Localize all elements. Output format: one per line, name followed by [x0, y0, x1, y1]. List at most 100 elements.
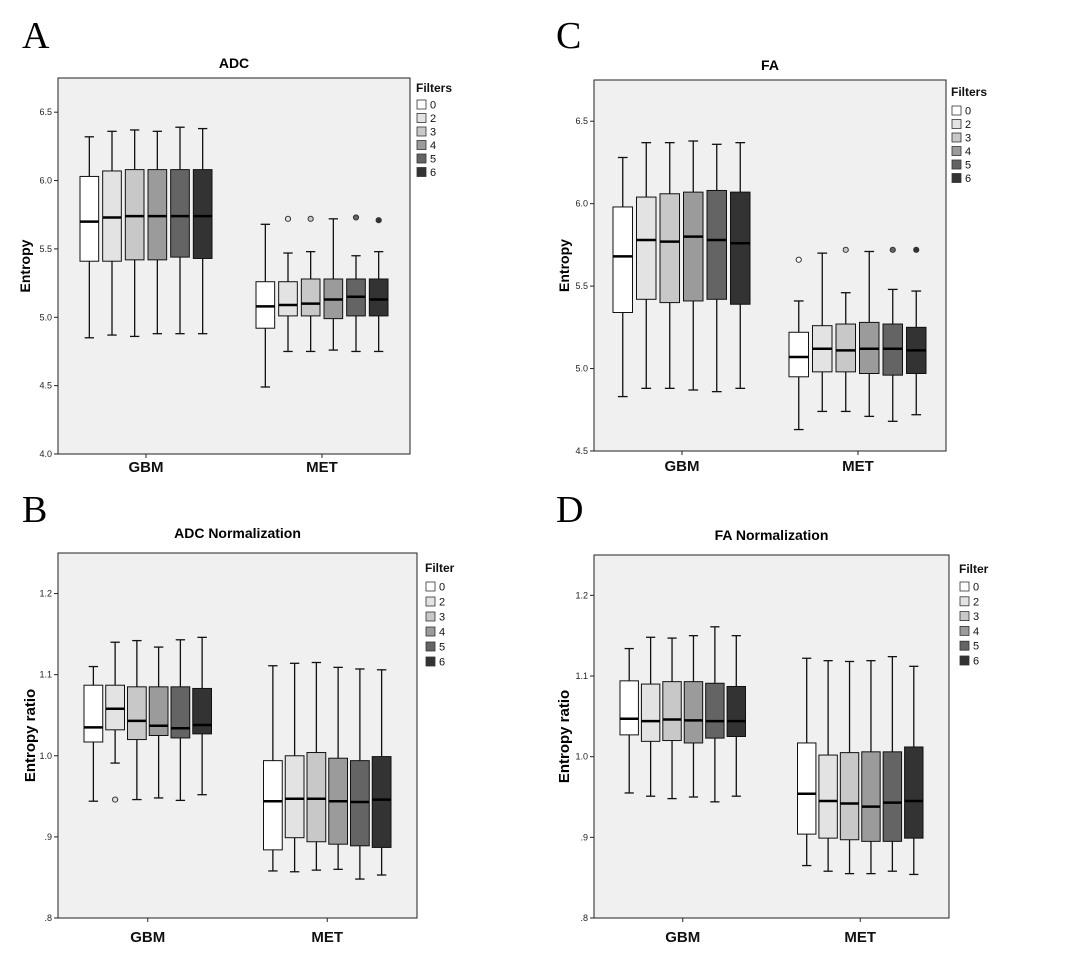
- box-met-filter-3: [835, 246, 856, 413]
- legend-swatch: [951, 105, 962, 116]
- y-tick-label: 1.1: [575, 671, 588, 681]
- y-tick-label: 1.1: [39, 670, 52, 680]
- legend-label: 5: [973, 641, 979, 653]
- box-iqr: [192, 687, 212, 735]
- box-iqr: [368, 278, 389, 317]
- box-iqr: [662, 681, 682, 742]
- legend-label: 0: [439, 582, 445, 594]
- legend-swatch: [951, 146, 962, 156]
- legend-label: 5: [965, 160, 971, 172]
- box-met-filter-4: [859, 250, 880, 418]
- box-iqr: [835, 323, 856, 373]
- box-iqr: [263, 760, 283, 851]
- box-gbm-filter-2: [636, 142, 657, 389]
- legend-swatch: [425, 581, 436, 592]
- box-gbm-filter-3: [127, 639, 147, 801]
- legend-swatch: [959, 596, 970, 607]
- box-met-filter-4: [328, 666, 348, 870]
- legend-swatch: [416, 99, 427, 110]
- outlier-point: [913, 246, 920, 253]
- box-iqr: [102, 170, 122, 262]
- y-axis-label: Entropy: [556, 239, 572, 292]
- box-iqr: [861, 751, 881, 842]
- x-category-label: GBM: [130, 929, 165, 946]
- legend-swatch: [951, 173, 962, 183]
- y-tick-label: 5.0: [575, 364, 588, 374]
- legend-swatch: [425, 626, 436, 637]
- panel-B: B ADC Normalization .8 .9 1.0 1.1 1.2 Entropy r…: [22, 489, 455, 946]
- box-iqr: [730, 191, 751, 305]
- legend-swatch: [959, 626, 970, 636]
- legend-label: 6: [430, 167, 436, 179]
- chart-title: FA: [761, 57, 779, 73]
- y-axis-label: Entropy ratio: [556, 690, 573, 783]
- box-iqr: [255, 281, 276, 329]
- box-met-filter-0: [788, 256, 809, 431]
- x-category-label: MET: [306, 459, 338, 476]
- panel-A: A ADC 4.0 4.5 5.0 5.5 6.0 6.5 Entropy GBM MET Filte…: [17, 15, 452, 476]
- box-iqr: [788, 331, 809, 378]
- y-tick-label: 1.0: [39, 751, 52, 761]
- box-gbm-filter-5: [170, 639, 191, 802]
- box-iqr: [306, 752, 327, 843]
- box-iqr: [619, 680, 639, 736]
- box-met-filter-3: [300, 215, 321, 353]
- y-tick-label: 4.0: [39, 449, 52, 459]
- box-met-filter-4: [323, 218, 344, 351]
- box-iqr: [683, 191, 704, 302]
- y-tick-label: 1.0: [575, 752, 588, 762]
- y-tick-label: 1.2: [39, 589, 52, 599]
- box-met-filter-6: [906, 246, 927, 416]
- legend-label: 4: [973, 626, 979, 638]
- box-met-filter-4: [861, 660, 881, 875]
- legend-label: 6: [965, 173, 971, 185]
- box-iqr: [284, 755, 305, 839]
- box-iqr: [659, 193, 680, 304]
- panel-letter: D: [556, 489, 583, 531]
- box-met-filter-5: [882, 655, 903, 872]
- box-iqr: [612, 206, 633, 313]
- panel-letter: A: [22, 15, 50, 57]
- legend-swatch: [425, 611, 436, 622]
- box-met-filter-6: [904, 665, 924, 876]
- box-iqr: [170, 686, 191, 739]
- box-iqr: [904, 746, 924, 839]
- x-category-label: MET: [311, 929, 343, 946]
- legend-label: 2: [965, 119, 971, 131]
- box-iqr: [882, 751, 903, 842]
- legend-swatch: [416, 153, 427, 164]
- legend-swatch: [425, 641, 436, 652]
- legend-label: 2: [439, 597, 445, 609]
- outlier-point: [842, 246, 849, 253]
- legend-label: 5: [439, 642, 445, 654]
- box-iqr: [79, 175, 100, 262]
- outlier-point: [307, 215, 314, 222]
- y-tick-label: 6.0: [39, 176, 52, 186]
- y-tick-label: 6.5: [575, 116, 588, 126]
- legend-swatch: [959, 581, 970, 592]
- legend-title: Filter: [959, 562, 989, 576]
- y-tick-label: 5.5: [575, 281, 588, 291]
- outlier-point: [284, 215, 292, 222]
- box-iqr: [706, 189, 727, 300]
- box-iqr: [797, 742, 817, 835]
- y-tick-label: 5.5: [39, 244, 52, 254]
- box-met-filter-3: [839, 660, 860, 875]
- legend-title: Filters: [416, 81, 452, 95]
- box-gbm-filter-0: [612, 156, 633, 398]
- plot-area: [57, 77, 411, 455]
- box-met-filter-2: [284, 662, 305, 873]
- box-met-filter-5: [346, 214, 366, 353]
- box-iqr: [705, 682, 725, 739]
- legend-swatch: [416, 167, 427, 177]
- box-gbm-filter-4: [683, 140, 704, 391]
- box-gbm-filter-5: [705, 626, 725, 803]
- box-iqr: [726, 685, 746, 738]
- legend-title: Filter: [425, 561, 455, 575]
- box-met-filter-0: [263, 665, 283, 872]
- box-gbm-filter-4: [147, 130, 168, 335]
- box-iqr: [300, 278, 321, 317]
- outlier-point: [795, 256, 802, 263]
- box-gbm-filter-2: [640, 636, 661, 797]
